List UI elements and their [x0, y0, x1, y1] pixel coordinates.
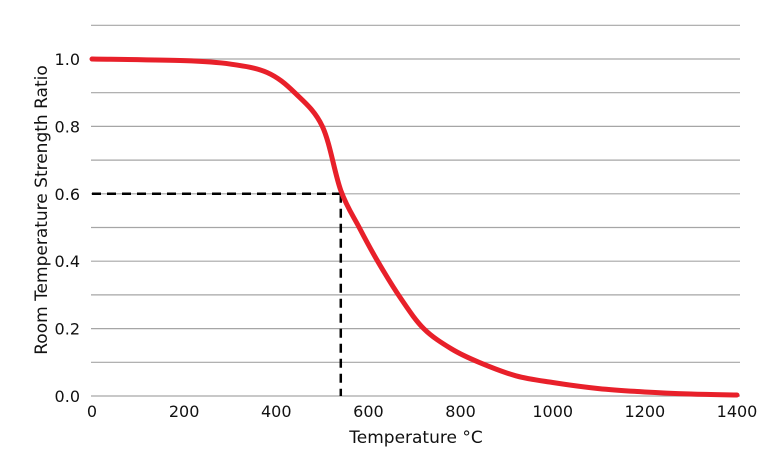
gridlines — [91, 24, 740, 397]
y-axis-label: Room Temperature Strength Ratio — [32, 65, 52, 355]
y-tick-label: 0.8 — [55, 117, 80, 136]
x-axis-label: Temperature °C — [348, 428, 482, 448]
x-tick-label: 1200 — [624, 402, 665, 421]
y-tick-label: 0.2 — [55, 320, 80, 339]
x-tick-label: 200 — [169, 402, 200, 421]
x-tick-label: 600 — [353, 402, 384, 421]
x-tick-label: 400 — [261, 402, 292, 421]
reference-lines — [92, 192, 343, 396]
x-tick-labels: 0 200 400 600 800 1000 1200 1400 — [87, 402, 757, 421]
x-tick-label: 800 — [445, 402, 476, 421]
y-tick-labels: 0.0 0.2 0.4 0.6 0.8 1.0 — [55, 50, 80, 406]
strength-ratio-curve — [89, 56, 740, 398]
y-tick-label: 0.0 — [55, 387, 80, 406]
y-tick-label: 0.4 — [55, 252, 80, 271]
y-tick-label: 1.0 — [55, 50, 80, 69]
x-tick-label: 1000 — [532, 402, 573, 421]
y-tick-label: 0.6 — [55, 185, 80, 204]
x-tick-label: 0 — [87, 402, 97, 421]
x-tick-label: 1400 — [717, 402, 758, 421]
